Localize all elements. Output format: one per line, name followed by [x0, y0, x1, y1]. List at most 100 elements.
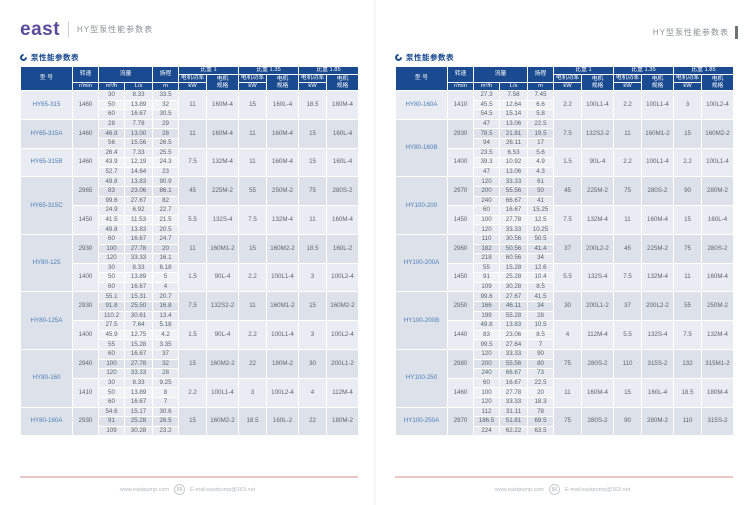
motor-power-cell-sg3: 15	[298, 147, 328, 178]
flow-m3h-cell: 30	[98, 90, 125, 101]
table-row: 240 66.67 41	[396, 195, 734, 207]
flow-m3h-cell: 110.2	[98, 310, 125, 322]
head-cell: 28	[152, 128, 180, 139]
flow-m3h-cell: 60	[473, 205, 500, 216]
motor-spec-cell-sg1: 90L-4	[206, 262, 240, 293]
flow-ls-cell: 50.56	[498, 243, 529, 255]
header-sg-1: 比重 1	[178, 66, 240, 75]
head-cell: 19.5	[527, 128, 555, 139]
motor-spec-cell-sg1: 160M2-2	[206, 349, 240, 379]
table-row: 200 55.56 80	[396, 358, 734, 370]
flow-ls-cell: 13.89	[123, 387, 154, 398]
flow-m3h-cell: 182	[473, 243, 500, 255]
header-speed: 转速	[447, 66, 474, 83]
motor-spec-cell-sg3: 160L-4	[701, 205, 735, 235]
header-motor-spec: 电机 规格	[326, 74, 360, 91]
motor-power-cell-sg1: 30	[553, 291, 583, 322]
speed-cell: 2930	[447, 118, 474, 149]
flow-ls-cell: 15.28	[498, 262, 529, 274]
speed-cell: 2970	[447, 176, 474, 207]
motor-spec-cell-sg1: 132M-4	[206, 147, 240, 178]
speed-cell: 2960	[447, 233, 474, 264]
motor-power-cell-sg3: 132	[673, 349, 703, 379]
head-cell: 37	[152, 349, 180, 360]
motor-spec-cell-sg2: 160L-4	[641, 377, 675, 408]
motor-power-cell-sg2: 2.2	[238, 262, 268, 293]
motor-power-cell-sg3: 2.2	[673, 147, 703, 178]
motor-spec-cell-sg3: 100L2-4	[326, 262, 360, 293]
motor-spec-cell-sg1: 225M-2	[206, 176, 240, 207]
motor-spec-cell-sg3: 200L1-2	[326, 349, 360, 379]
flow-m3h-cell: 240	[473, 195, 500, 207]
speed-cell: 1440	[447, 320, 474, 351]
flow-ls-cell: 30.28	[498, 281, 529, 293]
table-row: HY65-315C 2965 49.8 13.83 90.9 45 225M-2 55 250M…	[20, 176, 360, 235]
motor-spec-cell-sg1: 90L-4	[581, 147, 615, 178]
head-cell: 30.6	[152, 406, 180, 418]
table-row: 43.9 12.19 24.3	[21, 157, 359, 168]
speed-cell: 2970	[447, 406, 474, 437]
footer-email: E-mail:eastpump@163.net	[565, 486, 631, 493]
motor-spec-cell-sg1: 132S2-2	[206, 291, 240, 322]
table-row: 120 33.33 28	[21, 368, 359, 379]
page-title-right: HY型泵性能参数表	[652, 28, 729, 37]
speed-cell: 2930	[72, 233, 99, 264]
head-cell: 5.18	[152, 320, 180, 331]
head-cell: 78	[527, 406, 555, 418]
table-row: HY80-125A 2930 55.1 15.31 20.7 7.5 132S2-2 11 16…	[20, 291, 360, 351]
head-cell: 41	[527, 195, 555, 207]
footer-website: www.eastpump.com	[119, 486, 169, 493]
flow-m3h-cell: 49.8	[98, 176, 125, 187]
header-head: 扬程	[152, 66, 180, 83]
unit-speed: r/min	[447, 82, 474, 91]
unit-power: kW	[238, 82, 268, 91]
flow-ls-cell: 11.53	[123, 214, 154, 226]
flow-ls-cell: 23.06	[123, 185, 154, 197]
motor-power-cell-sg3: 30	[298, 349, 328, 379]
model-cell: HY65-315B	[20, 147, 73, 178]
model-cell: HY65-315	[20, 90, 73, 120]
flow-ls-cell: 25.50	[123, 301, 154, 312]
flow-ls-cell: 60.56	[498, 253, 529, 264]
page-header-right: HY型泵性能参数表	[653, 26, 738, 39]
motor-power-cell-sg1: 75	[553, 406, 583, 437]
flow-m3h-cell: 28	[98, 118, 125, 130]
motor-power-cell-sg1: 11	[178, 118, 208, 149]
unit-power: kW	[298, 82, 328, 91]
flow-ls-cell: 33.33	[498, 224, 529, 235]
motor-spec-cell-sg2: 160M1-2	[266, 291, 300, 322]
motor-spec-cell-sg3: 160L-4	[326, 147, 360, 178]
header-motor-spec: 电机 规格	[701, 74, 735, 91]
motor-power-cell-sg2: 2.2	[613, 147, 643, 178]
motor-spec-cell-sg1: 132S-4	[581, 262, 615, 293]
speed-cell: 1410	[72, 377, 99, 408]
flow-ls-cell: 26.11	[498, 137, 529, 149]
motor-power-cell-sg2: 22	[238, 349, 268, 379]
table-row: 1460 60 16.67 22.5 11 160M-4 15 160L-4 18.5 180M-…	[396, 377, 735, 408]
flow-ls-cell: 16.67	[498, 377, 529, 389]
head-cell: 25.5	[152, 147, 180, 159]
flow-m3h-cell: 43.9	[98, 157, 125, 168]
flow-m3h-cell: 60	[473, 377, 500, 389]
header-motor-power: 电机功率	[673, 74, 703, 83]
speed-cell: 1460	[72, 118, 99, 149]
flow-m3h-cell: 50	[98, 387, 125, 398]
speed-cell: 1460	[72, 90, 99, 120]
motor-power-cell-sg1: 11	[178, 90, 208, 120]
motor-spec-cell-sg3: 160M2-2	[326, 291, 360, 322]
head-cell: 16.8	[152, 301, 180, 312]
unit-flow-ls: L/s	[498, 82, 529, 91]
table-row: 109 30.28 23.2	[21, 425, 359, 437]
motor-power-cell-sg3: 15	[673, 118, 703, 149]
flow-ls-cell: 15.56	[123, 137, 154, 149]
flow-ls-cell: 33.33	[498, 397, 529, 408]
flow-m3h-cell: 100	[473, 387, 500, 398]
head-cell: 12.6	[527, 262, 555, 274]
motor-power-cell-sg3: 3	[298, 262, 328, 293]
unit-head: m	[527, 82, 555, 91]
model-cell: HY100-200	[395, 176, 448, 235]
head-cell: 24.7	[152, 233, 180, 245]
motor-spec-cell-sg3: 100L2-4	[701, 90, 735, 120]
head-cell: 5	[152, 272, 180, 283]
motor-power-cell-sg1: 1.5	[178, 320, 208, 351]
